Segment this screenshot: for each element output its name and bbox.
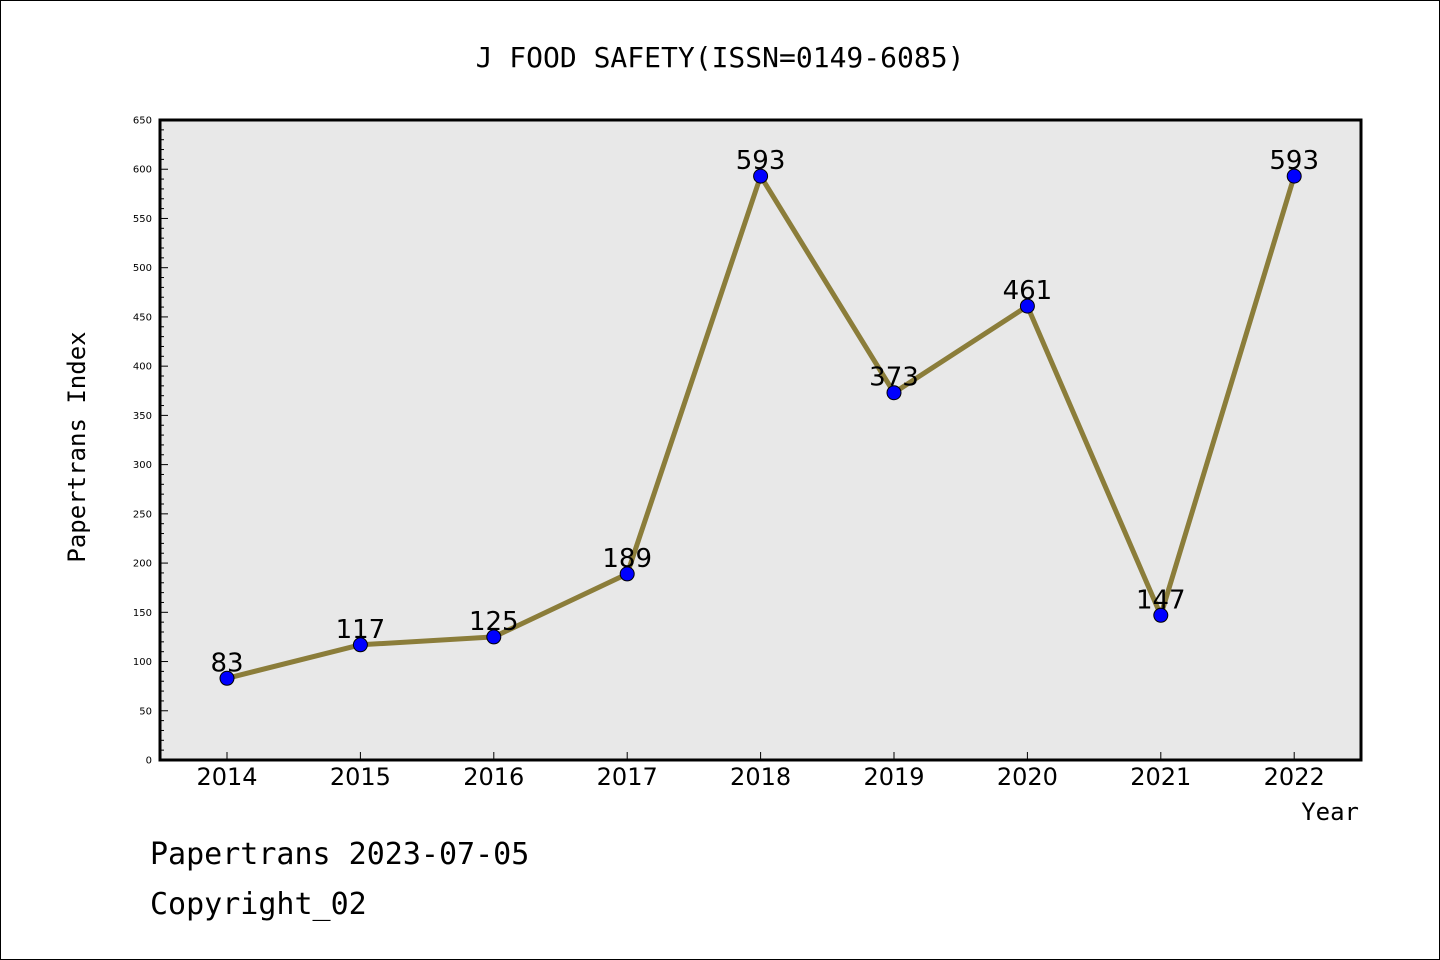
series-markers	[219, 168, 1302, 686]
data-point	[619, 566, 635, 582]
x-tick-label: 2017	[597, 763, 658, 791]
x-axis: 2014 2015 2016 2017 2018 2019 2020 2021 2022	[196, 752, 1325, 791]
data-labels: 83 117 125 189 593 373 461 147 593	[210, 146, 1319, 678]
footer-copyright: Copyright_02	[150, 887, 367, 922]
y-tick-label: 600	[133, 165, 152, 176]
x-tick-label: 2016	[463, 763, 524, 791]
y-tick-label: 0	[146, 756, 152, 767]
data-point	[352, 637, 368, 653]
data-point	[1286, 168, 1302, 184]
data-label: 125	[469, 607, 519, 637]
footer-date: Papertrans 2023-07-05	[150, 837, 529, 872]
x-tick-label: 2021	[1130, 763, 1191, 791]
y-tick-label: 100	[133, 657, 152, 668]
y-tick-label: 50	[139, 706, 152, 717]
y-tick-label: 200	[133, 559, 152, 570]
y-tick-label: 450	[133, 312, 152, 323]
data-label: 593	[1269, 146, 1319, 176]
x-axis-label: Year	[1301, 798, 1359, 826]
y-tick-label: 300	[133, 460, 152, 471]
x-tick-label: 2020	[997, 763, 1058, 791]
x-tick-label: 2015	[330, 763, 391, 791]
data-label: 461	[1003, 276, 1053, 306]
y-tick-label: 400	[133, 362, 152, 373]
x-tick-label: 2022	[1264, 763, 1325, 791]
data-point	[486, 629, 502, 645]
y-tick-label: 150	[133, 608, 152, 619]
plot-area	[158, 118, 1363, 762]
y-axis-label: Papertrans Index	[63, 331, 91, 562]
y-axis: 0 50 100 150 200 250 300 350 400 450 500 550 600 650	[133, 116, 168, 767]
data-point	[753, 168, 769, 184]
data-point	[1153, 607, 1169, 623]
data-label: 83	[210, 648, 243, 678]
data-label: 189	[602, 544, 652, 574]
data-label: 593	[736, 146, 786, 176]
y-tick-label: 500	[133, 263, 152, 274]
y-tick-label: 650	[133, 116, 152, 127]
y-tick-label: 350	[133, 411, 152, 422]
chart-title: J FOOD SAFETY(ISSN=0149-6085)	[476, 41, 965, 74]
data-point	[219, 670, 235, 686]
data-label: 117	[336, 615, 386, 645]
y-tick-label: 250	[133, 509, 152, 520]
y-tick-label: 550	[133, 214, 152, 225]
x-tick-label: 2019	[863, 763, 924, 791]
x-tick-label: 2014	[196, 763, 257, 791]
x-tick-label: 2018	[730, 763, 791, 791]
data-label: 147	[1136, 585, 1186, 615]
data-point	[886, 385, 902, 401]
data-label: 373	[869, 363, 919, 393]
data-point	[1019, 298, 1035, 314]
